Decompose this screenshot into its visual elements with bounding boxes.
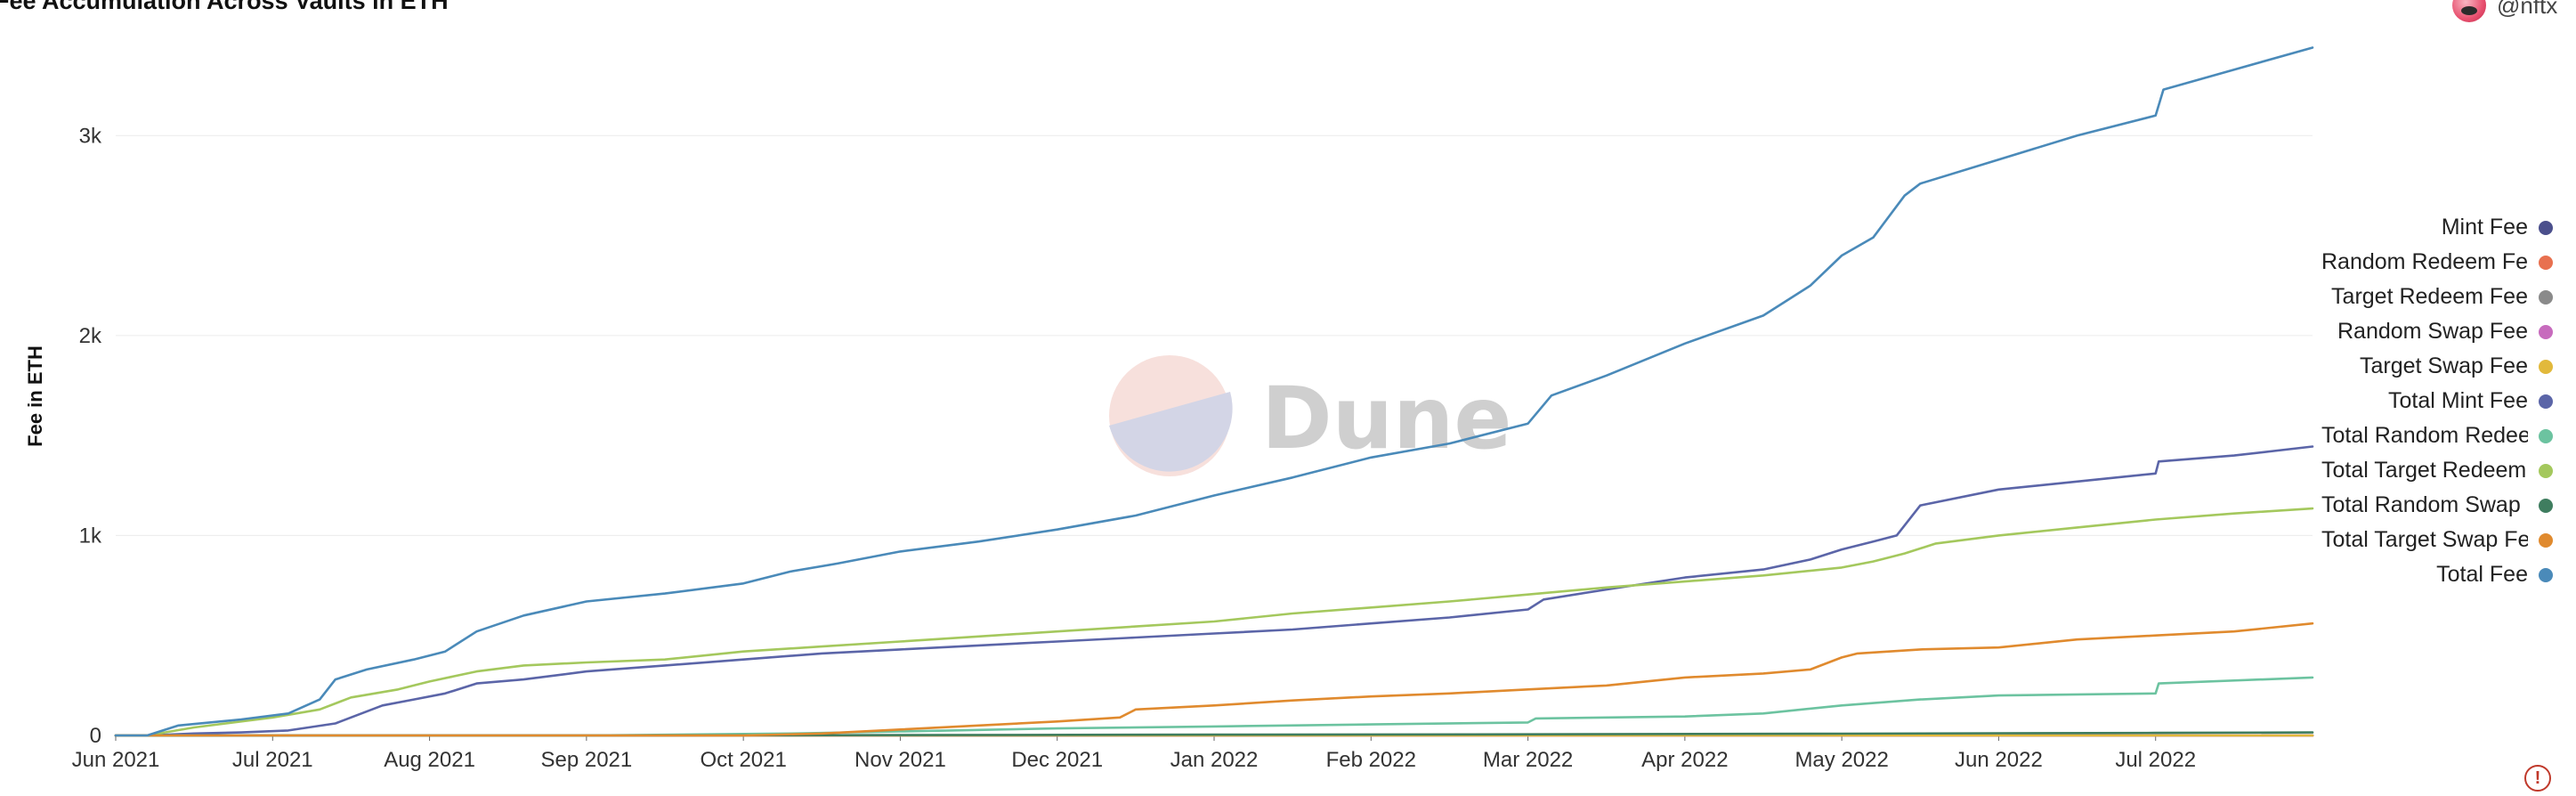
x-tick-label: Sep 2021 [540,748,632,772]
x-tick-label: Jun 2022 [1955,748,2043,772]
y-axis-label: Fee in ETH [24,345,46,447]
legend-label: Random Redeem Fee [2321,249,2528,274]
legend-item[interactable]: Mint Fee [2314,210,2553,245]
legend-color-dot [2539,567,2553,582]
fee-line-chart: Dune 0 1k 2k 3k Jun 2021 Jul 2021 Aug 2021 Sep … [24,46,2314,772]
alert-icon[interactable]: ! [2524,765,2551,792]
legend-item[interactable]: Random Redeem Fee [2314,245,2553,280]
legend-label: Total Target Swap Fee [2321,527,2528,552]
legend: Mint Fee Random Redeem Fee Target Redeem F… [2314,210,2553,592]
legend-color-dot [2539,463,2553,478]
legend-color-dot [2539,255,2553,270]
x-tick-label: Mar 2022 [1483,748,1573,772]
y-tick-label: 0 [90,724,101,748]
series-lines [114,46,2314,737]
legend-color-dot [2539,532,2553,548]
legend-color-dot [2539,428,2553,443]
x-tick-label: Dec 2021 [1011,748,1103,772]
legend-color-dot [2539,394,2553,409]
legend-color-dot [2539,359,2553,374]
legend-label: Mint Fee [2441,215,2528,240]
legend-label: Total Mint Fee [2387,388,2528,413]
x-tick-label: Jul 2021 [232,748,313,772]
legend-label: Total Random Redeem Fee [2321,423,2528,448]
y-tick-label: 3k [79,124,102,148]
legend-item[interactable]: Total Mint Fee [2314,384,2553,418]
legend-label: Target Redeem Fee [2331,284,2528,309]
legend-item[interactable]: Total Random Redeem Fee [2314,418,2553,453]
legend-color-dot [2539,289,2553,305]
axis-labels: 0 1k 2k 3k Jun 2021 Jul 2021 Aug 2021 Sep 2021 O… [24,124,2196,772]
series-line-total-mint-fee[interactable] [114,445,2314,737]
x-tick-label: Jun 2021 [72,748,160,772]
legend-item[interactable]: Total Random Swap Fee [2314,488,2553,523]
author-handle[interactable]: @nftx [2497,0,2558,19]
avatar[interactable] [2452,0,2486,22]
y-tick-label: 2k [79,324,102,348]
dune-watermark: Dune [1109,355,1511,476]
dune-logo-lower-half [1109,392,1233,472]
legend-item[interactable]: Total Target Swap Fee [2314,523,2553,557]
legend-label: Total Random Swap Fee [2321,492,2528,517]
legend-item[interactable]: Random Swap Fee [2314,314,2553,349]
legend-label: Total Fee [2436,562,2528,587]
legend-item[interactable]: Target Redeem Fee [2314,280,2553,314]
gridlines [116,134,2313,536]
legend-label: Total Target Redeem Fee [2321,458,2528,483]
series-line-total-target-redeem-fee[interactable] [114,507,2314,737]
legend-color-dot [2539,324,2553,339]
legend-color-dot [2539,220,2553,235]
dune-watermark-text: Dune [1261,369,1511,468]
series-line-total-target-swap-fee[interactable] [114,621,2314,737]
x-tick-label: Apr 2022 [1641,748,1728,772]
legend-item[interactable]: Total Target Redeem Fee [2314,453,2553,488]
chart-title: Fee Accumulation Across Vaults in ETH [0,0,449,14]
y-tick-label: 1k [79,524,102,548]
x-tick-label: Oct 2021 [700,748,786,772]
legend-label: Random Swap Fee [2337,319,2528,344]
legend-label: Target Swap Fee [2360,353,2528,378]
x-tick-label: Jul 2022 [2115,748,2196,772]
x-tick-label: May 2022 [1794,748,1888,772]
x-tick-label: Nov 2021 [855,748,946,772]
legend-item[interactable]: Total Fee [2314,557,2553,592]
x-tick-label: Feb 2022 [1326,748,1416,772]
x-tick-label: Jan 2022 [1171,748,1259,772]
legend-item[interactable]: Target Swap Fee [2314,349,2553,384]
series-line-total-fee[interactable] [114,46,2314,737]
x-tick-label: Aug 2021 [384,748,475,772]
author-badge[interactable]: @nftx [2452,0,2557,23]
legend-color-dot [2539,498,2553,513]
